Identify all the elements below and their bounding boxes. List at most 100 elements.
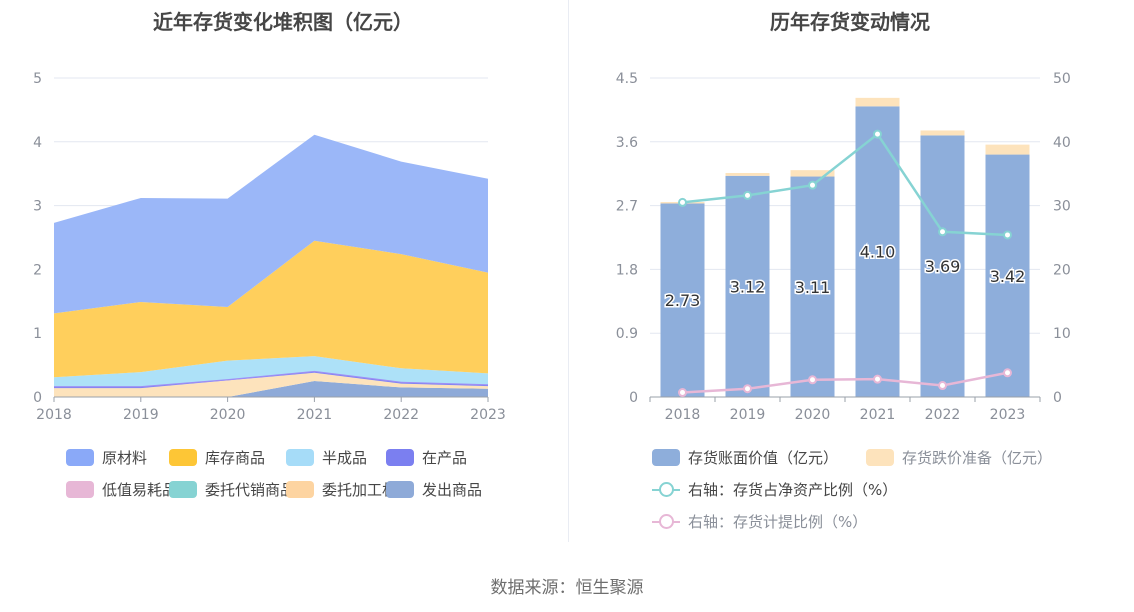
legend-item-右轴存货占净资产比例[interactable]: 右轴：存货占净资产比例（%） [652,480,897,500]
y-tick-label: 0 [33,390,42,406]
legend-item-右轴存货计提比例[interactable]: 右轴：存货计提比例（%） [652,512,867,532]
line-右轴存货占净资产比例 [682,132,1008,237]
x-tick-label: 2022 [383,407,419,423]
right-chart-title: 历年存货变动情况 [770,10,930,34]
legend-label: 低值易耗品 [102,481,178,499]
legend-label: 存货账面价值（亿元） [688,449,839,467]
x-tick-label: 2021 [297,407,333,423]
stacked-area-chart: 0 1 2 3 4 5 2018 2019 2020 2021 2022 2023 [33,71,506,423]
legend-swatch [866,449,894,466]
bar-value-label: 2.73 [665,291,701,310]
y-left-tick-label: 4.5 [616,71,638,87]
legend-label: 在产品 [422,449,468,467]
y-left-tick-label: 2.7 [616,199,638,215]
y-right-tick-label: 40 [1053,135,1071,151]
legend-label: 库存商品 [205,449,266,467]
legend-swatch [286,449,314,466]
bar-存货跌价准备亿元 [725,172,770,176]
legend-swatch [386,481,414,498]
bar-存货跌价准备亿元 [855,97,900,107]
line-point [873,374,882,384]
line-point [938,381,947,391]
bar-存货账面价值亿元 [790,176,835,397]
x-tick-label: 2023 [470,407,506,423]
legend-label: 发出商品 [422,481,483,499]
y-right-tick-label: 20 [1053,262,1071,278]
legend-item-在产品[interactable]: 在产品 [386,448,467,468]
legend-label: 委托代销商品 [205,481,296,499]
bar-存货账面价值亿元 [725,175,770,397]
y-right-tick-label: 10 [1053,326,1071,342]
bar-存货跌价准备亿元 [790,170,835,177]
line-point [743,190,752,200]
legend-item-库存商品[interactable]: 库存商品 [169,448,265,468]
x-tick-label: 2020 [210,407,246,423]
legend-label: 存货跌价准备（亿元） [902,449,1053,467]
y-tick-label: 5 [33,71,42,87]
line-point [678,388,687,398]
line-point [873,129,882,139]
y-right-tick-label: 50 [1053,71,1071,87]
line-point [1003,368,1012,378]
bar-存货账面价值亿元 [985,154,1030,397]
bar-value-label: 4.10 [860,243,896,262]
x-tick-label: 2019 [123,407,159,423]
legend-label: 半成品 [322,449,368,467]
legend-swatch [66,449,94,466]
legend-swatch [386,449,414,466]
bar-value-label: 3.12 [730,277,766,296]
line-point [1003,230,1012,240]
bar-value-label: 3.69 [925,257,961,276]
legend-swatch [286,481,314,498]
legend-item-半成品[interactable]: 半成品 [286,448,367,468]
bar-value-label: 3.11 [795,278,831,297]
bar-存货跌价准备亿元 [985,144,1030,155]
legend-item-发出商品[interactable]: 发出商品 [386,480,482,500]
legend-swatch [652,481,680,498]
legend-label: 右轴：存货计提比例（%） [688,513,868,531]
line-point [808,375,817,385]
inventory-bar-line-chart: 0 0.9 1.8 2.7 3.6 4.5 0 10 20 30 40 50 2018 2019 2020 2… [616,71,1071,423]
x-tick-label: 2018 [36,407,72,423]
legend-item-委托代销商品[interactable]: 委托代销商品 [169,480,295,500]
line-point [678,197,687,207]
y-tick-label: 3 [33,199,42,215]
legend-swatch [66,481,94,498]
legend-label: 右轴：存货占净资产比例（%） [688,481,898,499]
legend-swatch [169,449,197,466]
line-point [808,180,817,190]
y-tick-label: 2 [33,262,42,278]
area-库存商品 [54,240,488,378]
bar-存货账面价值亿元 [920,135,965,398]
area-半成品 [54,356,488,387]
line-point [938,227,947,237]
y-left-tick-label: 1.8 [616,262,638,278]
panel-divider [568,0,569,542]
legend-label: 原材料 [102,449,148,467]
legend-item-低值易耗品[interactable]: 低值易耗品 [66,480,177,500]
bar-value-label: 3.42 [990,267,1026,286]
data-source-note: 数据来源：恒生聚源 [490,578,644,598]
bar-存货账面价值亿元 [660,203,705,397]
area-委托加工材料 [54,372,488,397]
x-tick-label: 2023 [990,407,1026,423]
y-left-tick-label: 0.9 [616,326,638,342]
y-right-tick-label: 30 [1053,199,1071,215]
y-tick-label: 4 [33,135,42,151]
legend-item-原材料[interactable]: 原材料 [66,448,147,468]
area-原材料 [54,134,488,314]
x-tick-label: 2021 [860,407,896,423]
y-left-tick-label: 3.6 [616,135,638,151]
line-point [743,384,752,394]
bar-存货跌价准备亿元 [920,130,965,136]
legend-item-存货跌价准备亿元[interactable]: 存货跌价准备（亿元） [866,448,1052,468]
legend-swatch [652,513,680,530]
left-chart-title: 近年存货变化堆积图（亿元） [153,10,413,34]
y-left-tick-label: 0 [629,390,638,406]
legend-swatch [169,481,197,498]
legend-item-存货账面价值亿元[interactable]: 存货账面价值（亿元） [652,448,838,468]
y-tick-label: 1 [33,326,42,342]
x-tick-label: 2018 [665,407,701,423]
y-right-tick-label: 0 [1053,390,1062,406]
legend-swatch [652,449,680,466]
